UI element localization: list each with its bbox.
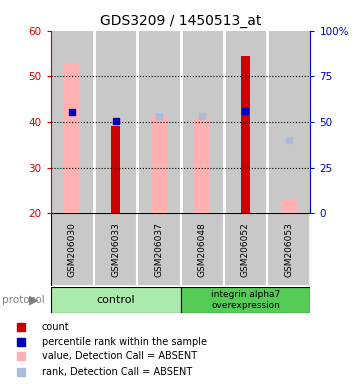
- Bar: [280, 199, 297, 213]
- Text: ▶: ▶: [29, 293, 39, 306]
- Text: GSM206052: GSM206052: [241, 222, 250, 277]
- Bar: [94, 31, 137, 213]
- Text: GSM206037: GSM206037: [155, 222, 163, 277]
- Text: value, Detection Call = ABSENT: value, Detection Call = ABSENT: [42, 351, 197, 361]
- Bar: [180, 287, 310, 313]
- Text: control: control: [96, 295, 135, 305]
- FancyBboxPatch shape: [137, 213, 180, 286]
- FancyBboxPatch shape: [224, 213, 267, 286]
- Bar: [64, 63, 81, 213]
- Text: GSM206048: GSM206048: [198, 222, 206, 277]
- Title: GDS3209 / 1450513_at: GDS3209 / 1450513_at: [100, 14, 261, 28]
- FancyBboxPatch shape: [94, 213, 137, 286]
- Text: count: count: [42, 322, 70, 332]
- Bar: [111, 126, 120, 213]
- FancyBboxPatch shape: [51, 213, 94, 286]
- Text: protocol: protocol: [2, 295, 44, 305]
- FancyBboxPatch shape: [267, 213, 310, 286]
- Text: GSM206030: GSM206030: [68, 222, 77, 277]
- Text: GSM206053: GSM206053: [284, 222, 293, 277]
- Bar: [241, 56, 250, 213]
- Text: rank, Detection Call = ABSENT: rank, Detection Call = ABSENT: [42, 367, 192, 377]
- Bar: [180, 31, 224, 213]
- Bar: [224, 31, 267, 213]
- Text: GSM206033: GSM206033: [111, 222, 120, 277]
- FancyBboxPatch shape: [180, 213, 224, 286]
- Text: percentile rank within the sample: percentile rank within the sample: [42, 337, 207, 347]
- Bar: [194, 118, 210, 213]
- Bar: [267, 31, 310, 213]
- Bar: [51, 287, 180, 313]
- Bar: [137, 31, 180, 213]
- Text: integrin alpha7
overexpression: integrin alpha7 overexpression: [211, 290, 280, 310]
- Bar: [51, 31, 94, 213]
- Bar: [151, 115, 167, 213]
